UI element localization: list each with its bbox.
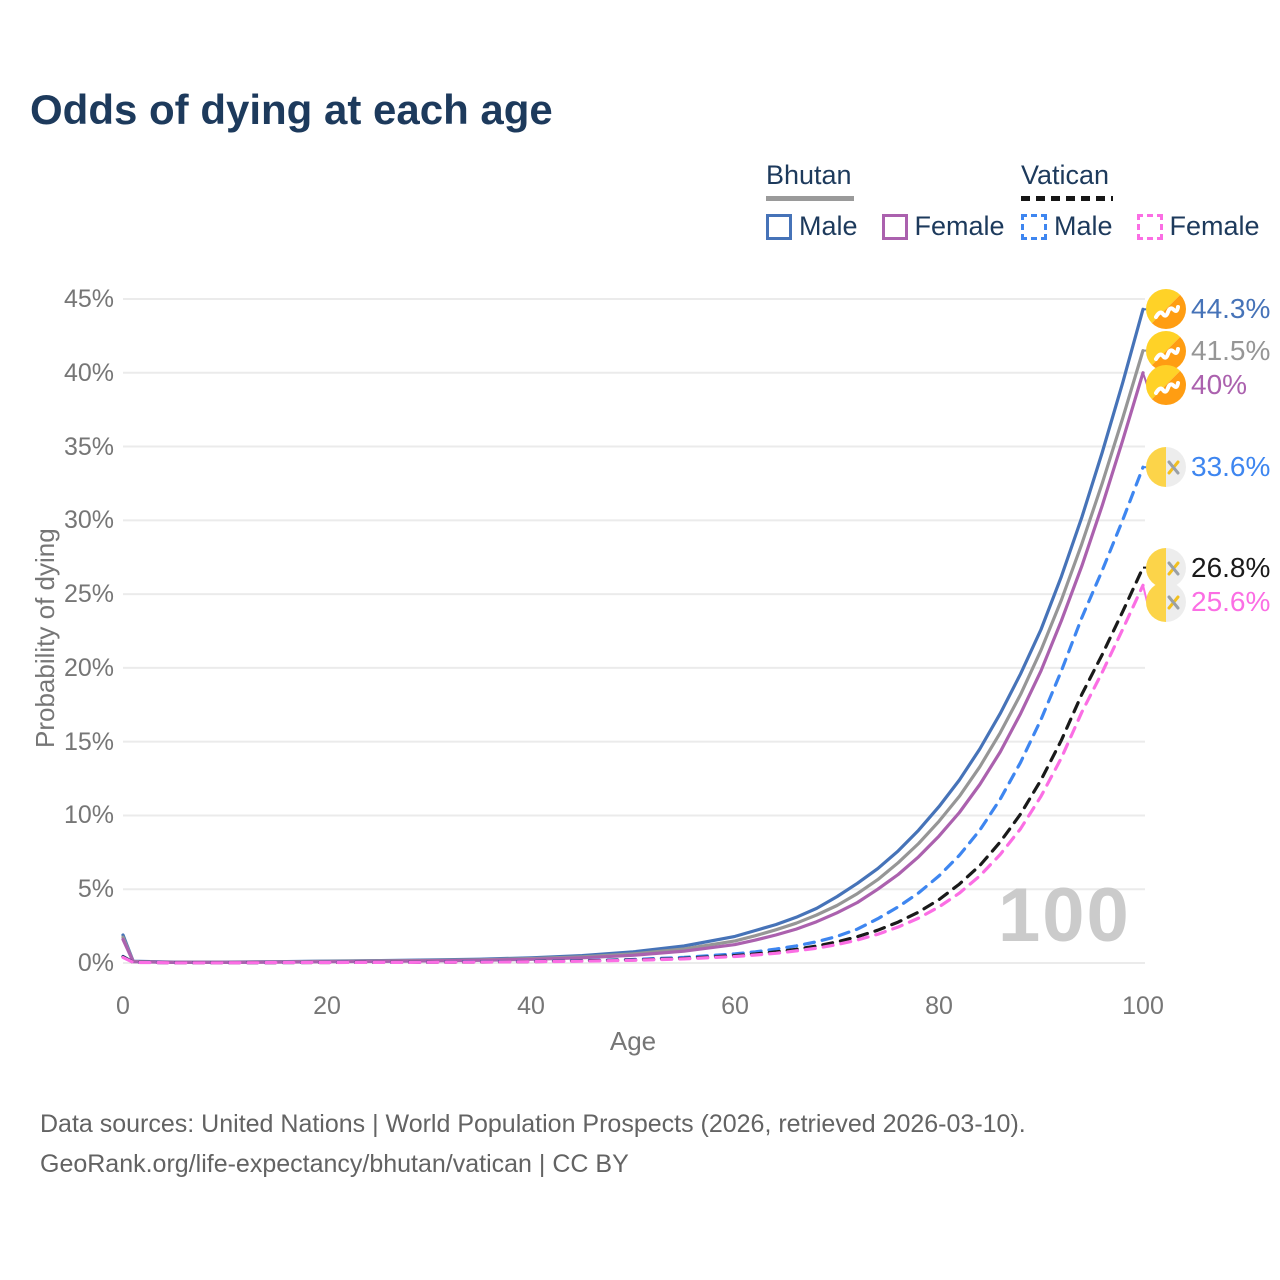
bhutan-flag-icon	[1146, 364, 1186, 405]
series-line-vatican-male[interactable]	[121, 465, 1145, 965]
x-tick-label: 0	[116, 992, 130, 1020]
x-tick-label: 40	[517, 992, 545, 1020]
vatican-flag-icon	[1146, 581, 1186, 622]
y-tick-label: 10%	[63, 801, 114, 830]
end-value: 40%	[1191, 368, 1248, 400]
y-tick-label: 45%	[63, 285, 114, 313]
y-tick-label: 5%	[77, 875, 114, 904]
source-line-1: Data sources: United Nations | World Pop…	[40, 1110, 1026, 1138]
source-line-2[interactable]: GeoRank.org/life-expectancy/bhutan/vatic…	[40, 1150, 629, 1178]
vatican-flag-icon	[1146, 447, 1186, 488]
x-tick-label: 60	[721, 992, 749, 1020]
y-tick-label: 15%	[63, 727, 114, 756]
y-tick-label: 20%	[63, 653, 114, 682]
x-tick-label: 100	[1122, 992, 1164, 1020]
legend-label: Female	[914, 211, 1005, 241]
bhutan-flag-icon	[1146, 330, 1186, 371]
vatican-flag-icon	[1146, 547, 1186, 588]
data-source-note: Data sources: United Nations | World Pop…	[40, 1104, 1026, 1184]
y-tick-label: 25%	[63, 580, 114, 609]
vatican-female-swatch	[1136, 213, 1163, 240]
series-line-bhutan-female[interactable]	[121, 371, 1145, 965]
legend-country-vatican[interactable]: Vatican	[1021, 160, 1110, 190]
end-label-bhutan-both[interactable]: 41.5%	[1146, 330, 1271, 371]
y-tick-label: 40%	[63, 358, 114, 387]
series-line-bhutan-both-sexes[interactable]	[121, 349, 1145, 964]
x-tick-label: 80	[925, 992, 953, 1020]
legend-item-vatican-female[interactable]: Female	[1136, 211, 1260, 242]
legend-item-vatican-male[interactable]: Male	[1021, 211, 1113, 242]
hover-age-watermark: 100	[998, 873, 1131, 958]
vatican-line-style-sample	[1021, 196, 1113, 201]
bhutan-line-style-sample	[766, 196, 854, 201]
x-tick-label: 20	[313, 992, 341, 1020]
legend-label: Female	[1169, 211, 1260, 241]
legend-item-bhutan-male[interactable]: Male	[766, 211, 858, 242]
end-label-vatican-female[interactable]: 25.6%	[1146, 581, 1271, 622]
end-value: 44.3%	[1191, 293, 1271, 325]
vatican-male-swatch	[1021, 213, 1047, 240]
legend-label: Male	[1054, 211, 1113, 241]
end-value: 26.8%	[1191, 551, 1271, 583]
end-value: 41.5%	[1191, 334, 1271, 366]
bhutan-flag-icon	[1146, 289, 1186, 330]
series-line-vatican-female[interactable]	[121, 583, 1145, 965]
legend-country-bhutan[interactable]: Bhutan	[766, 160, 852, 190]
legend-item-bhutan-female[interactable]: Female	[881, 211, 1005, 242]
y-axis-title: Probability of dying	[30, 528, 60, 748]
end-label-bhutan-female[interactable]: 40%	[1146, 364, 1248, 405]
series-line-vatican-both-sexes[interactable]	[121, 565, 1145, 965]
x-axis-title: Age	[609, 1026, 657, 1056]
end-label-vatican-both[interactable]: 26.8%	[1146, 547, 1271, 588]
legend-group-bhutan: Bhutan Male Female	[766, 160, 1019, 242]
end-label-bhutan-male[interactable]: 44.3%	[1146, 289, 1271, 330]
end-value: 33.6%	[1191, 451, 1271, 483]
end-value: 25.6%	[1191, 585, 1271, 617]
bhutan-male-swatch	[766, 213, 792, 240]
page-title: Odds of dying at each age	[30, 86, 553, 133]
legend-label: Male	[799, 211, 858, 241]
y-tick-label: 0%	[77, 949, 114, 977]
bhutan-female-swatch	[881, 213, 908, 240]
y-tick-label: 35%	[63, 432, 114, 461]
end-label-vatican-male[interactable]: 33.6%	[1146, 447, 1271, 488]
legend-group-vatican: Vatican Male Female	[1021, 160, 1274, 242]
y-tick-label: 30%	[63, 506, 114, 535]
